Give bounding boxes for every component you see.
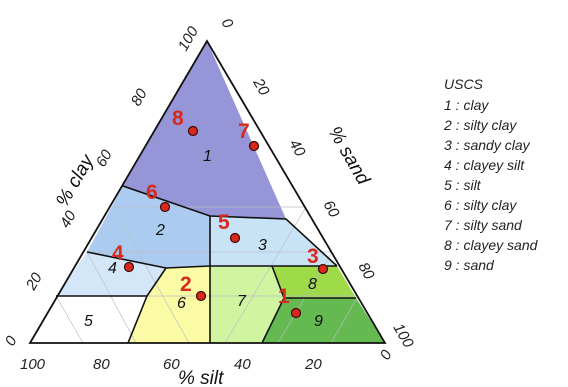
zone-label-5: 5 [84, 313, 93, 330]
zone-label-6: 6 [177, 295, 186, 312]
zone-5-silt [30, 296, 147, 343]
marker-label-1: 1 [278, 285, 290, 308]
marker-6: 6 [146, 181, 171, 213]
sand-axis-ticks: 0 20 40 60 80 100 [218, 16, 418, 352]
silt-tick-40: 40 [234, 356, 251, 373]
silt-tick-20: 20 [304, 356, 322, 373]
zone-labels: 1 2 3 4 5 6 7 8 9 [84, 148, 323, 330]
sand-tick-20: 20 [249, 75, 273, 99]
silt-tick-0: 0 [377, 347, 396, 363]
sand-tick-60: 60 [320, 198, 343, 222]
marker-5: 5 [218, 211, 241, 244]
clay-tick-60: 60 [93, 146, 116, 170]
zone-label-7: 7 [237, 293, 247, 310]
legend-item-8: 8 : clayey sand [444, 237, 539, 253]
silt-axis-title: % silt [178, 368, 224, 387]
legend-title: USCS [444, 76, 484, 92]
sand-tick-0: 0 [218, 16, 237, 32]
legend-item-1: 1 : clay [444, 97, 489, 113]
sand-tick-40: 40 [286, 137, 309, 161]
sample-markers: 1 2 3 4 5 6 7 8 [112, 107, 329, 319]
clay-tick-80: 80 [128, 85, 151, 109]
zone-2-silty-clay [87, 186, 210, 268]
marker-3: 3 [307, 245, 329, 275]
triangle-outline [28, 39, 387, 344]
marker-label-6: 6 [146, 181, 158, 204]
silt-axis-ticks: 100 80 60 40 20 0 [20, 347, 396, 373]
marker-4: 4 [112, 242, 135, 273]
clay-tick-20: 20 [22, 269, 46, 293]
zone-label-2: 2 [155, 222, 165, 239]
legend-item-5: 5 : silt [444, 177, 482, 193]
silt-tick-80: 80 [93, 356, 110, 373]
clay-axis-title: % clay [52, 150, 99, 210]
clay-tick-0: 0 [2, 333, 21, 349]
legend-item-3: 3 : sandy clay [444, 137, 531, 153]
silt-tick-60: 60 [163, 356, 180, 373]
legend-item-2: 2 : silty clay [443, 117, 517, 133]
zone-3-sandy-clay [210, 216, 337, 266]
silt-tick-100: 100 [20, 356, 46, 373]
legend: USCS 1 : clay 2 : silty clay 3 : sandy c… [443, 76, 539, 273]
marker-1: 1 [278, 285, 302, 319]
marker-2: 2 [180, 273, 207, 302]
marker-7: 7 [238, 120, 260, 152]
zone-7-silty-sand [210, 266, 284, 343]
zone-boundaries [56, 185, 356, 344]
legend-item-4: 4 : clayey silt [444, 157, 525, 173]
clay-tick-40: 40 [57, 207, 80, 231]
zone-label-3: 3 [258, 237, 267, 254]
legend-item-7: 7 : silty sand [444, 217, 523, 233]
sand-tick-80: 80 [355, 260, 378, 284]
marker-label-8: 8 [172, 107, 184, 130]
marker-label-3: 3 [307, 245, 319, 268]
zone-6-silty-clay [128, 266, 210, 343]
marker-label-4: 4 [112, 242, 124, 265]
sand-axis-title: % sand [324, 123, 375, 190]
marker-8: 8 [172, 107, 199, 137]
zone-label-1: 1 [203, 148, 212, 165]
zone-1-clay [123, 41, 286, 219]
zone-label-4: 4 [108, 260, 117, 277]
marker-label-5: 5 [218, 211, 230, 234]
clay-tick-100: 100 [175, 23, 203, 54]
zone-label-8: 8 [308, 276, 317, 293]
zone-label-9: 9 [314, 313, 323, 330]
marker-label-2: 2 [180, 273, 192, 296]
marker-label-7: 7 [238, 120, 250, 143]
legend-item-6: 6 : silty clay [444, 197, 517, 213]
sand-tick-100: 100 [390, 321, 418, 352]
legend-item-9: 9 : sand [444, 257, 495, 273]
